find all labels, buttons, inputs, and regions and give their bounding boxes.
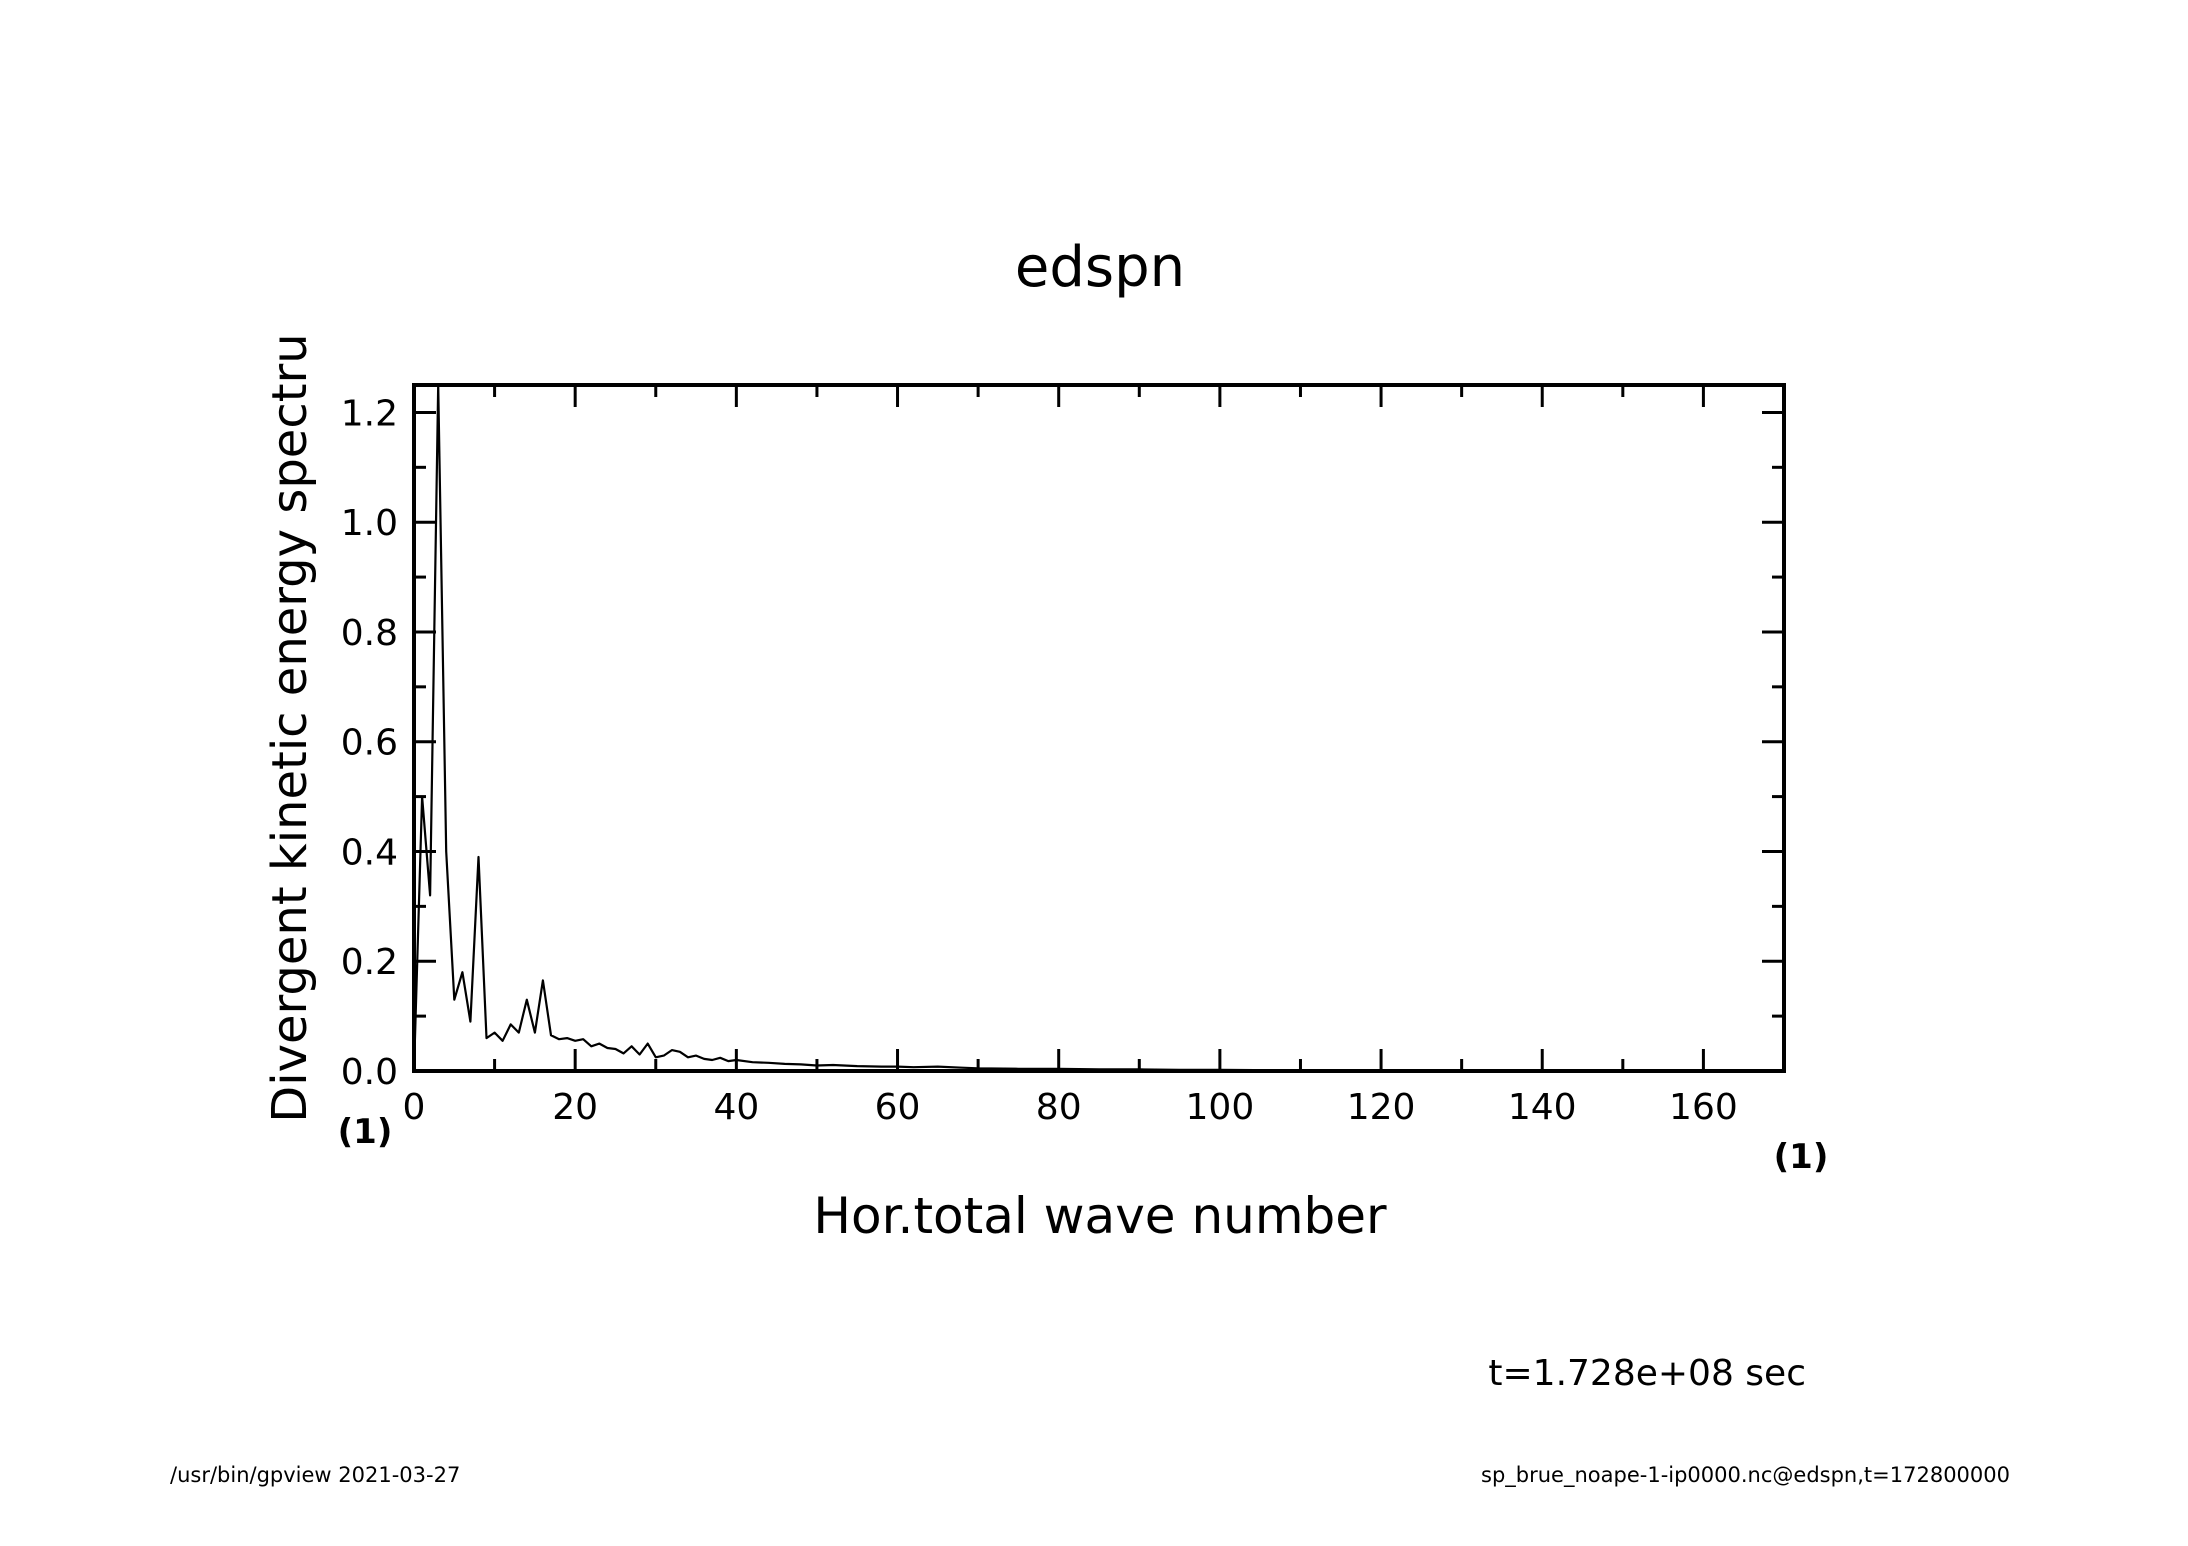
x-tick-label: 0 — [403, 1087, 426, 1128]
y-tick-label: 0.6 — [341, 723, 398, 764]
x-tick-label: 80 — [1036, 1087, 1082, 1128]
y-tick-label: 0.2 — [341, 942, 398, 983]
x-tick-label: 40 — [713, 1087, 759, 1128]
y-axis-label: Divergent kinetic energy spectru — [262, 333, 318, 1122]
y-tick-label: 0.8 — [341, 613, 398, 654]
x-tick-label: 20 — [552, 1087, 598, 1128]
plot-frame — [412, 383, 1786, 1073]
tick-labels: 0 20 40 60 80 100 120 140 160 0.0 0.2 0.4 0.6 0.8 1.0 1… — [341, 393, 1738, 1128]
y-tick-label: 0.0 — [341, 1052, 398, 1093]
x-tick-label: 120 — [1347, 1087, 1416, 1128]
x-tick-label: 100 — [1186, 1087, 1255, 1128]
y-tick-label: 1.0 — [341, 503, 398, 544]
y-tick-label: 0.4 — [341, 832, 398, 873]
y-tick-label: 1.2 — [341, 393, 398, 434]
series-line — [412, 383, 1785, 1072]
chart-title: edspn — [1015, 235, 1185, 300]
y-axis-unit: (1) — [338, 1112, 393, 1152]
x-tick-label: 160 — [1669, 1087, 1738, 1128]
x-tick-label: 140 — [1508, 1087, 1577, 1128]
source-annotation: sp_brue_noape-1-ip0000.nc@edspn,t=172800… — [1481, 1463, 2010, 1488]
program-annotation: /usr/bin/gpview 2021-03-27 — [170, 1463, 460, 1487]
x-axis-unit: (1) — [1774, 1137, 1829, 1177]
axis-ticks — [412, 385, 1786, 1073]
x-axis-label: Hor.total wave number — [813, 1187, 1387, 1245]
time-annotation: t=1.728e+08 sec — [1488, 1353, 1806, 1394]
x-tick-label: 60 — [875, 1087, 921, 1128]
